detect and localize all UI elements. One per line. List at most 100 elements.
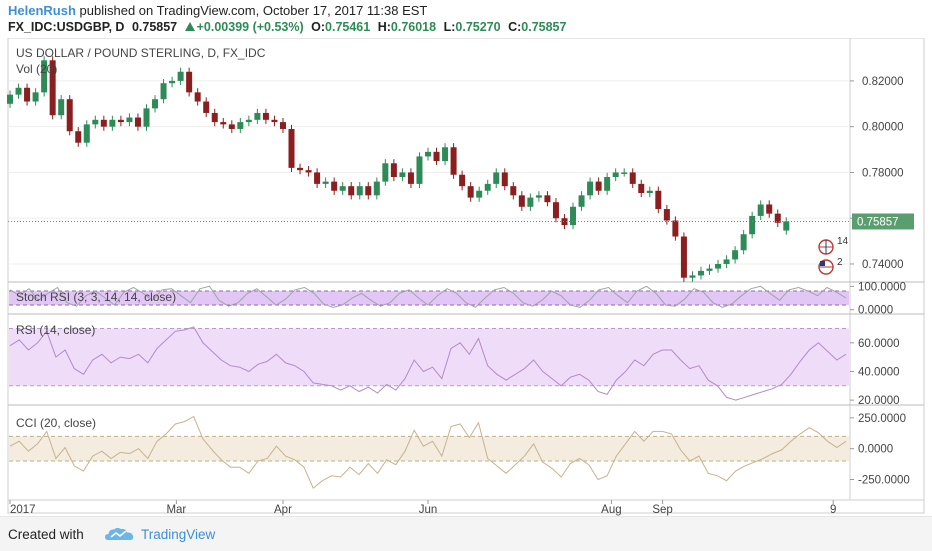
event-count-2: 2 [837,257,843,268]
candle-body [561,218,568,226]
candle-body [663,209,670,221]
candle-body [493,172,500,184]
candle-body [407,172,414,184]
close-value: 0.75857 [521,20,567,34]
event-marker-2[interactable]: 2 [818,257,843,275]
candle-body [271,119,278,123]
candle-body [211,112,218,123]
candle-body [331,181,338,191]
candle-body [476,190,483,198]
candle-body [680,236,687,278]
candle-body [75,131,82,143]
price-tick-label: 0.82000 [862,76,904,88]
candle-body [587,181,594,196]
candle-body [655,190,662,210]
candle-body [629,172,636,184]
candle-body [399,172,406,178]
candle-body [450,147,457,175]
candle-body [262,112,269,120]
event-marker-1[interactable]: 14 [818,236,849,255]
cci-tick-label: -250.0000 [858,475,910,487]
candle-body [697,270,704,276]
price-gridlines [9,80,849,265]
candle-body [646,190,653,194]
candle-body [305,170,312,173]
candle-body [595,181,602,191]
up-arrow-icon [184,22,195,31]
low-label: L: [443,20,456,34]
change-value: +0.00399 (+0.53%) [196,20,304,34]
open-label: O: [311,20,326,34]
candle-body [578,195,585,207]
candle-body [732,250,739,260]
rsi-band [9,328,849,386]
cci-pane-title: CCI (20, close) [16,416,96,430]
candle-body [672,220,679,237]
flag-canton-icon [820,261,825,266]
chart-header: HelenRush published on TradingView.com, … [0,0,932,38]
candle-body [109,119,116,127]
candle-body [544,195,551,203]
quote-line: FX_IDC:USDGBP, D 0.75857 +0.00399 (+0.53… [8,20,566,34]
chart-frame [7,38,925,514]
volume-label: Vol (20) [16,62,57,76]
candle-body [254,112,261,120]
candle-body [322,181,329,184]
event-count-1: 14 [837,236,849,247]
rsi-tick-label: 20.0000 [858,395,900,407]
time-tick-label: 2017 [10,504,36,516]
candle-body [706,268,713,271]
candle-body [425,151,431,157]
price-pane-title: US DOLLAR / POUND STERLING, D, FX_IDC [16,46,266,60]
rsi-axis: 60.0000 40.0000 20.0000 [850,338,900,407]
candle-body [237,122,244,129]
candle-body [518,195,525,207]
candle-body [126,117,133,123]
candle-body [49,60,56,116]
candle-body [527,197,534,207]
candle-body [433,151,440,161]
candle-body [83,124,90,143]
stoch-rsi-line [9,285,847,308]
candle-body [766,204,773,214]
stoch-rsi-pane: Stoch RSI (3, 3, 14, 14, close) 100.0000… [9,281,906,317]
candle-body [32,92,39,102]
candle-body [570,206,577,226]
candle-body [467,186,474,198]
candle-body [160,83,167,100]
created-with-label: Created with [8,527,84,542]
candle-body [783,221,790,231]
candle-body [740,234,747,251]
candlestick-series [7,56,790,282]
candle-body [66,99,73,132]
candle-body [220,122,227,125]
candle-body [621,172,628,174]
candle-body [117,119,124,123]
candle-body [15,87,22,95]
candle-body [638,183,645,194]
candle-body [288,128,295,168]
time-tick-label: Mar [166,504,186,516]
candle-body [484,183,491,191]
cci-tick-label: 250.0000 [858,413,906,425]
tradingview-link[interactable]: TradingView [141,527,216,542]
candle-body [612,172,619,178]
low-value: 0.75270 [455,20,501,34]
candle-body [92,119,99,125]
candle-body [390,163,397,178]
candle-body [749,215,756,235]
candle-body [143,108,150,127]
stoch-tick-label: 0.0000 [858,305,893,317]
tradingview-cloud-icon[interactable] [104,526,136,542]
cci-axis: 250.0000 0.0000 -250.0000 [850,413,910,487]
cci-line [9,415,847,489]
candle-body [552,202,559,219]
author-link[interactable]: HelenRush [8,3,76,18]
chart-canvas[interactable]: US DOLLAR / POUND STERLING, D, FX_IDC Vo… [0,38,932,516]
candle-body [373,181,380,196]
high-label: H: [377,20,391,34]
candle-body [203,101,210,113]
price-tick-label: 0.78000 [862,167,904,179]
candle-body [348,186,355,196]
rsi-line [9,326,847,401]
